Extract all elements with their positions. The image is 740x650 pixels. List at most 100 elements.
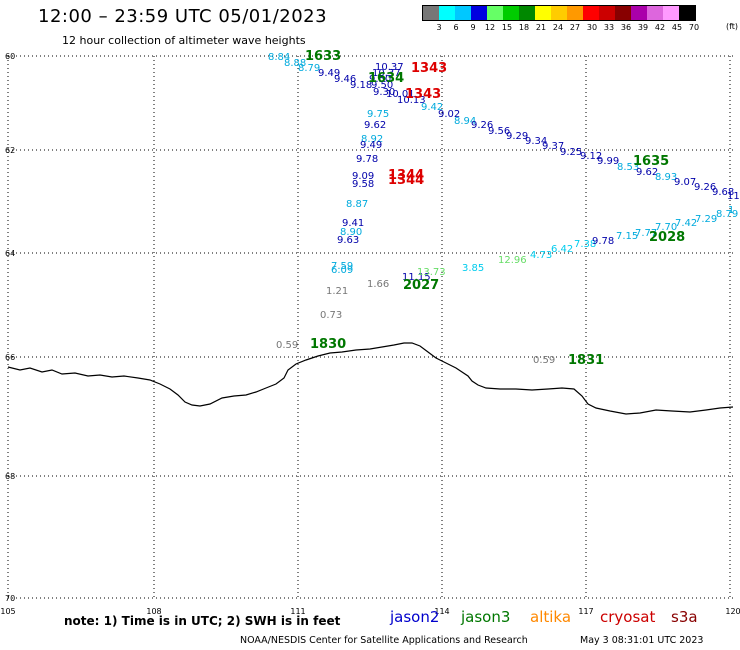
wave-height-label: 9.49 (318, 68, 340, 79)
wave-height-label: 9.62 (636, 167, 658, 178)
y-axis-label: 62 (5, 146, 15, 155)
wave-height-label: 8.88 (284, 58, 306, 69)
wave-height-label: 8.79 (716, 209, 738, 220)
pass-time-label: 1633 (305, 49, 341, 64)
wave-height-label: 0.73 (320, 310, 342, 321)
pass-time-label: 1344 (388, 173, 424, 188)
wave-height-label: 8.53 (617, 162, 639, 173)
wave-height-label: 10.01 (386, 89, 415, 100)
footnote: note: 1) Time is in UTC; 2) SWH is in fe… (64, 614, 341, 628)
wave-height-label: 8.94 (454, 116, 476, 127)
legend-swatch (663, 6, 679, 20)
wave-height-label: 7.42 (675, 218, 697, 229)
y-axis-label: 64 (5, 249, 15, 258)
legend-tick-label: 3 (436, 23, 442, 32)
legend-swatch (519, 6, 535, 20)
wave-height-label: 9.18 (350, 80, 372, 91)
wave-height-label: 9.50 (369, 74, 391, 85)
wave-height-label: 11.15 (402, 272, 431, 283)
wave-height-label: 10.37 (375, 62, 404, 73)
credit-line: NOAA/NESDIS Center for Satellite Applica… (240, 635, 528, 646)
legend-swatch (423, 6, 439, 20)
legend-tick-label: 12 (484, 23, 496, 32)
legend-tick-label: 42 (654, 23, 666, 32)
legend-unit: (ft) (726, 22, 739, 31)
wave-height-label: 9.41 (342, 218, 364, 229)
legend-swatch (439, 6, 455, 20)
legend-swatch (471, 6, 487, 20)
satellite-jason2: jason2 (390, 608, 440, 626)
wave-height-label: 9.26 (694, 182, 716, 193)
legend-tick-label: 45 (671, 23, 683, 32)
x-axis-label: 114 (434, 607, 449, 616)
page-title: 12:00 – 23:59 UTC 05/01/2023 (38, 6, 328, 27)
wave-height-observations: 8.848.888.799.499.469.1810.3710.379.509.… (268, 52, 740, 366)
legend-tick-label: 70 (688, 23, 700, 32)
wave-height-label: 9.62 (364, 120, 386, 131)
legend-swatch (647, 6, 663, 20)
x-axis-label: 105 (0, 607, 15, 616)
satellite-s3a: s3a (671, 608, 698, 626)
legend-swatches (422, 5, 696, 21)
wave-height-label: 9.50 (371, 80, 393, 91)
wave-height-label: 1.21 (326, 286, 348, 297)
wave-height-label: 9.02 (438, 109, 460, 120)
legend-tick-label: 6 (453, 23, 459, 32)
wave-height-label: 3.85 (462, 263, 484, 274)
legend-tick-label: 36 (620, 23, 632, 32)
wave-height-label: 8.79 (298, 63, 320, 74)
wave-height-label: 11 (727, 191, 740, 202)
wave-height-label: 9.07 (674, 177, 696, 188)
wave-height-label: 8.90 (340, 227, 362, 238)
wave-height-label: 9.26 (471, 120, 493, 131)
legend-tick-label: 24 (552, 23, 564, 32)
wave-height-label: 10.13 (397, 95, 426, 106)
wave-height-label: 8.92 (361, 134, 383, 145)
generation-timestamp: May 3 08:31:01 UTC 2023 (580, 635, 704, 646)
pass-time-label: 1343 (405, 87, 441, 102)
wave-height-label: 0.59 (533, 355, 555, 366)
wave-height-label: 8.93 (655, 172, 677, 183)
wave-height-label: 9.56 (488, 126, 510, 137)
y-axis-label: 70 (5, 594, 15, 603)
legend-tick-label: 15 (501, 23, 513, 32)
x-axis-label: 111 (290, 607, 305, 616)
satellite-cryosat: cryosat (600, 608, 656, 626)
wave-height-label: 9.30 (373, 87, 395, 98)
wave-height-label: 9.78 (592, 236, 614, 247)
legend-swatch (599, 6, 615, 20)
y-axis-label: 66 (5, 353, 15, 362)
legend-tick-label: 39 (637, 23, 649, 32)
wave-height-label: 7.70 (655, 222, 677, 233)
wave-height-label: 9.37 (542, 141, 564, 152)
pass-time-label: 1635 (633, 154, 669, 169)
wave-height-label: 9.75 (367, 109, 389, 120)
wave-height-label: 9.25 (560, 147, 582, 158)
legend-tick-label: 30 (586, 23, 598, 32)
satellite-jason3: jason3 (461, 608, 511, 626)
wave-height-label: 9.46 (334, 74, 356, 85)
y-axis-label: 60 (5, 52, 15, 61)
wave-height-label: 9.63 (337, 235, 359, 246)
wave-height-label: 9.68 (712, 187, 734, 198)
x-axis-label: 117 (578, 607, 593, 616)
wave-height-label: 9.78 (356, 154, 378, 165)
wave-height-label: 7.38 (574, 239, 596, 250)
wave-height-label: 12.96 (498, 255, 527, 266)
legend-swatch (631, 6, 647, 20)
wave-height-label: 7.29 (695, 214, 717, 225)
legend-tick-label: 21 (535, 23, 547, 32)
legend-tick-label: 9 (470, 23, 476, 32)
page-subtitle: 12 hour collection of altimeter wave hei… (62, 34, 306, 47)
wave-height-label: 1.66 (367, 279, 389, 290)
legend-swatch (551, 6, 567, 20)
pass-time-label: 1634 (368, 71, 404, 86)
wave-height-label: 8.84 (268, 52, 290, 63)
x-axis-label: 120 (725, 607, 740, 616)
wave-height-label: 9.34 (525, 136, 547, 147)
wave-height-label: 7.77 (635, 228, 657, 239)
wave-height-label: 9.09 (352, 171, 374, 182)
wave-height-label: 6.09 (331, 265, 353, 276)
wave-height-label: 13.73 (417, 267, 446, 278)
wave-height-label: 9.58 (352, 179, 374, 190)
